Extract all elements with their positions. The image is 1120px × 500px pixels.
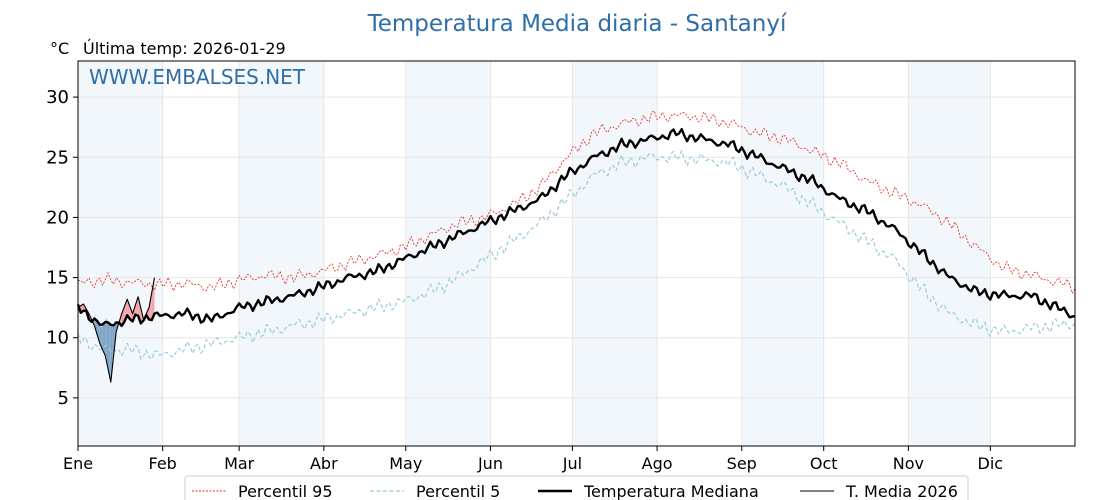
- legend: Percentil 95 Percentil 5 Temperatura Media…: [184, 475, 969, 500]
- x-tick-label: Abr: [310, 454, 338, 473]
- cold-anomaly-fill: [102, 323, 104, 353]
- legend-label: T. Media 2026: [845, 482, 958, 500]
- y-tick-label: 15: [46, 268, 69, 289]
- warm-anomaly-fill: [153, 277, 155, 320]
- cold-anomaly-fill: [106, 318, 109, 369]
- grid-lines: [78, 61, 1075, 446]
- cold-anomaly-fill: [113, 321, 115, 357]
- legend-label: Temperatura Mediana: [583, 482, 759, 500]
- x-axis: Ene Feb Mar Abr May Jun Jul Ago Sep Oct Nov Dic: [63, 446, 1003, 473]
- y-tick-label: 30: [46, 87, 69, 108]
- cold-anomaly-fill: [105, 318, 107, 363]
- month-bands: [78, 61, 991, 446]
- warm-anomaly-fill: [125, 299, 128, 318]
- cold-anomaly-fill: [99, 324, 102, 347]
- month-band: [78, 61, 163, 446]
- cold-anomaly-fill: [98, 320, 100, 344]
- y-tick-label: 5: [58, 388, 69, 409]
- y-tick-label: 25: [46, 147, 69, 168]
- legend-label: Percentil 95: [238, 482, 333, 500]
- series-line: [76, 127, 1076, 328]
- y-tick-label: 10: [46, 328, 69, 349]
- month-band: [572, 61, 658, 446]
- cold-anomaly-fill: [101, 324, 103, 350]
- month-band: [405, 61, 491, 446]
- series-lines: [76, 110, 1076, 383]
- chart-title: Temperatura Media diaria - Santanyí: [367, 11, 787, 37]
- x-tick-label: Oct: [810, 454, 838, 473]
- watermark: WWW.EMBALSES.NET: [89, 65, 306, 89]
- x-tick-label: Ene: [63, 454, 93, 473]
- cold-anomaly-fill: [103, 321, 106, 356]
- warm-anomaly-fill: [149, 300, 151, 320]
- x-tick-label: Dic: [978, 454, 1004, 473]
- month-band: [908, 61, 991, 446]
- x-tick-label: Sep: [727, 454, 757, 473]
- x-tick-label: May: [389, 454, 422, 473]
- x-tick-label: Feb: [149, 454, 177, 473]
- x-tick-label: Jul: [562, 454, 582, 473]
- x-tick-label: Nov: [893, 454, 924, 473]
- x-tick-label: Ago: [642, 454, 673, 473]
- y-axis: 5 10 15 20 25 30: [46, 87, 78, 409]
- x-tick-label: Jun: [477, 454, 503, 473]
- legend-box: [184, 475, 969, 500]
- y-tick-label: 20: [46, 207, 69, 228]
- month-band: [239, 61, 324, 446]
- cold-anomaly-fill: [109, 324, 111, 383]
- warm-anomaly-fill: [136, 296, 139, 317]
- series-line: [77, 277, 156, 383]
- series-line: [78, 110, 1076, 294]
- month-band: [741, 61, 824, 446]
- warm-anomaly-fill: [140, 308, 143, 324]
- legend-label: Percentil 5: [416, 482, 500, 500]
- plot-frame: [77, 60, 1076, 447]
- series-line: [77, 150, 1076, 360]
- last-temp-label: Última temp: 2026-01-29: [83, 39, 286, 58]
- warm-anomaly-fill: [151, 285, 154, 321]
- unit-label: °C: [50, 39, 69, 58]
- x-tick-label: Mar: [224, 454, 255, 473]
